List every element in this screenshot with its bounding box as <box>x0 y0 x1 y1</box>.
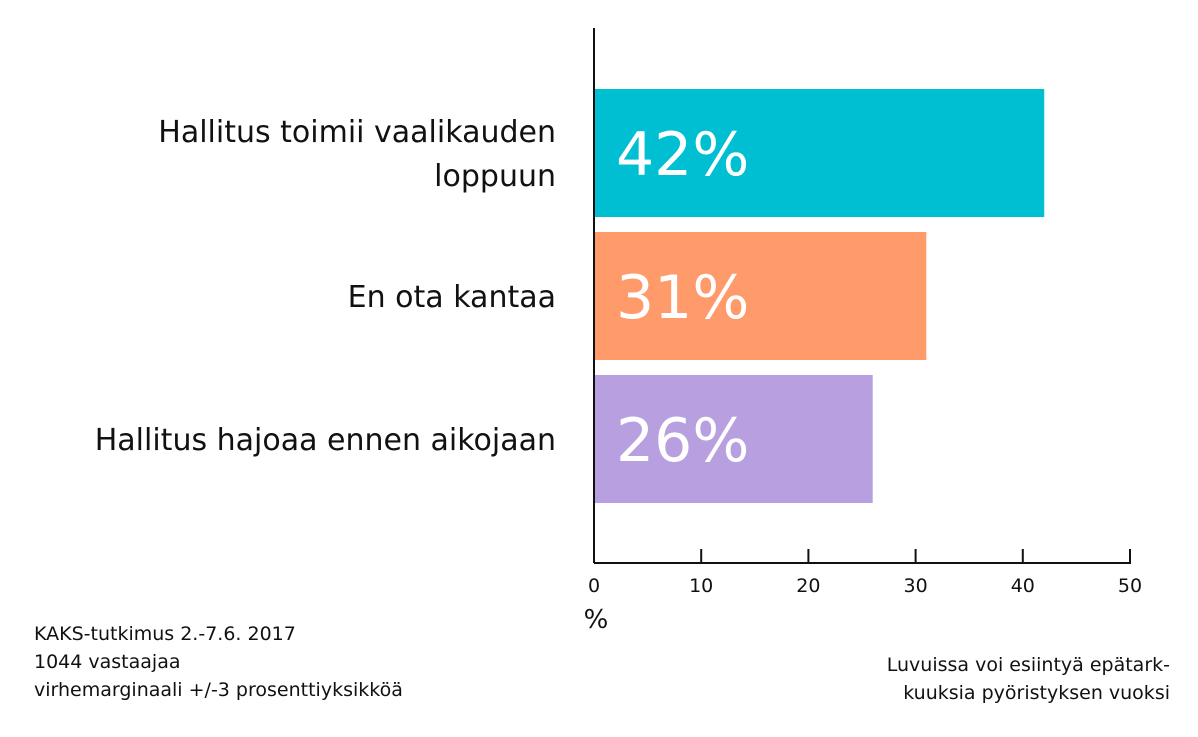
category-label: Hallitus hajoaa ennen aikojaan <box>95 423 556 458</box>
rounding-note: Luvuissa voi esiintyä epätark- kuuksia p… <box>887 651 1170 707</box>
bar <box>594 89 1045 217</box>
source-line: KAKS-tutkimus 2.-7.6. 2017 <box>34 623 296 645</box>
respondents-line: 1044 vastaajaa <box>34 651 181 673</box>
x-tick-label: 20 <box>796 575 820 597</box>
x-tick-label: 30 <box>904 575 928 597</box>
category-label: Hallitus toimii vaalikauden <box>158 115 556 150</box>
bar-value-label: 42% <box>616 120 749 190</box>
rounding-note-line-2: kuuksia pyöristyksen vuoksi <box>903 682 1170 704</box>
bar <box>594 375 873 503</box>
x-axis-label: % <box>584 605 609 635</box>
category-label: En ota kantaa <box>348 280 556 315</box>
margin-of-error-line: virhemarginaali +/-3 prosenttiyksikköä <box>34 679 403 701</box>
category-label: loppuun <box>434 159 556 194</box>
bar-value-label: 31% <box>616 263 749 333</box>
x-tick-label: 10 <box>689 575 713 597</box>
x-tick-label: 0 <box>588 575 600 597</box>
rounding-note-line-1: Luvuissa voi esiintyä epätark- <box>886 654 1170 676</box>
x-tick-label: 40 <box>1011 575 1035 597</box>
bar-value-label: 26% <box>616 406 749 476</box>
source-note: KAKS-tutkimus 2.-7.6. 2017 1044 vastaaja… <box>34 620 403 704</box>
x-tick-label: 50 <box>1118 575 1142 597</box>
bar <box>594 232 927 360</box>
